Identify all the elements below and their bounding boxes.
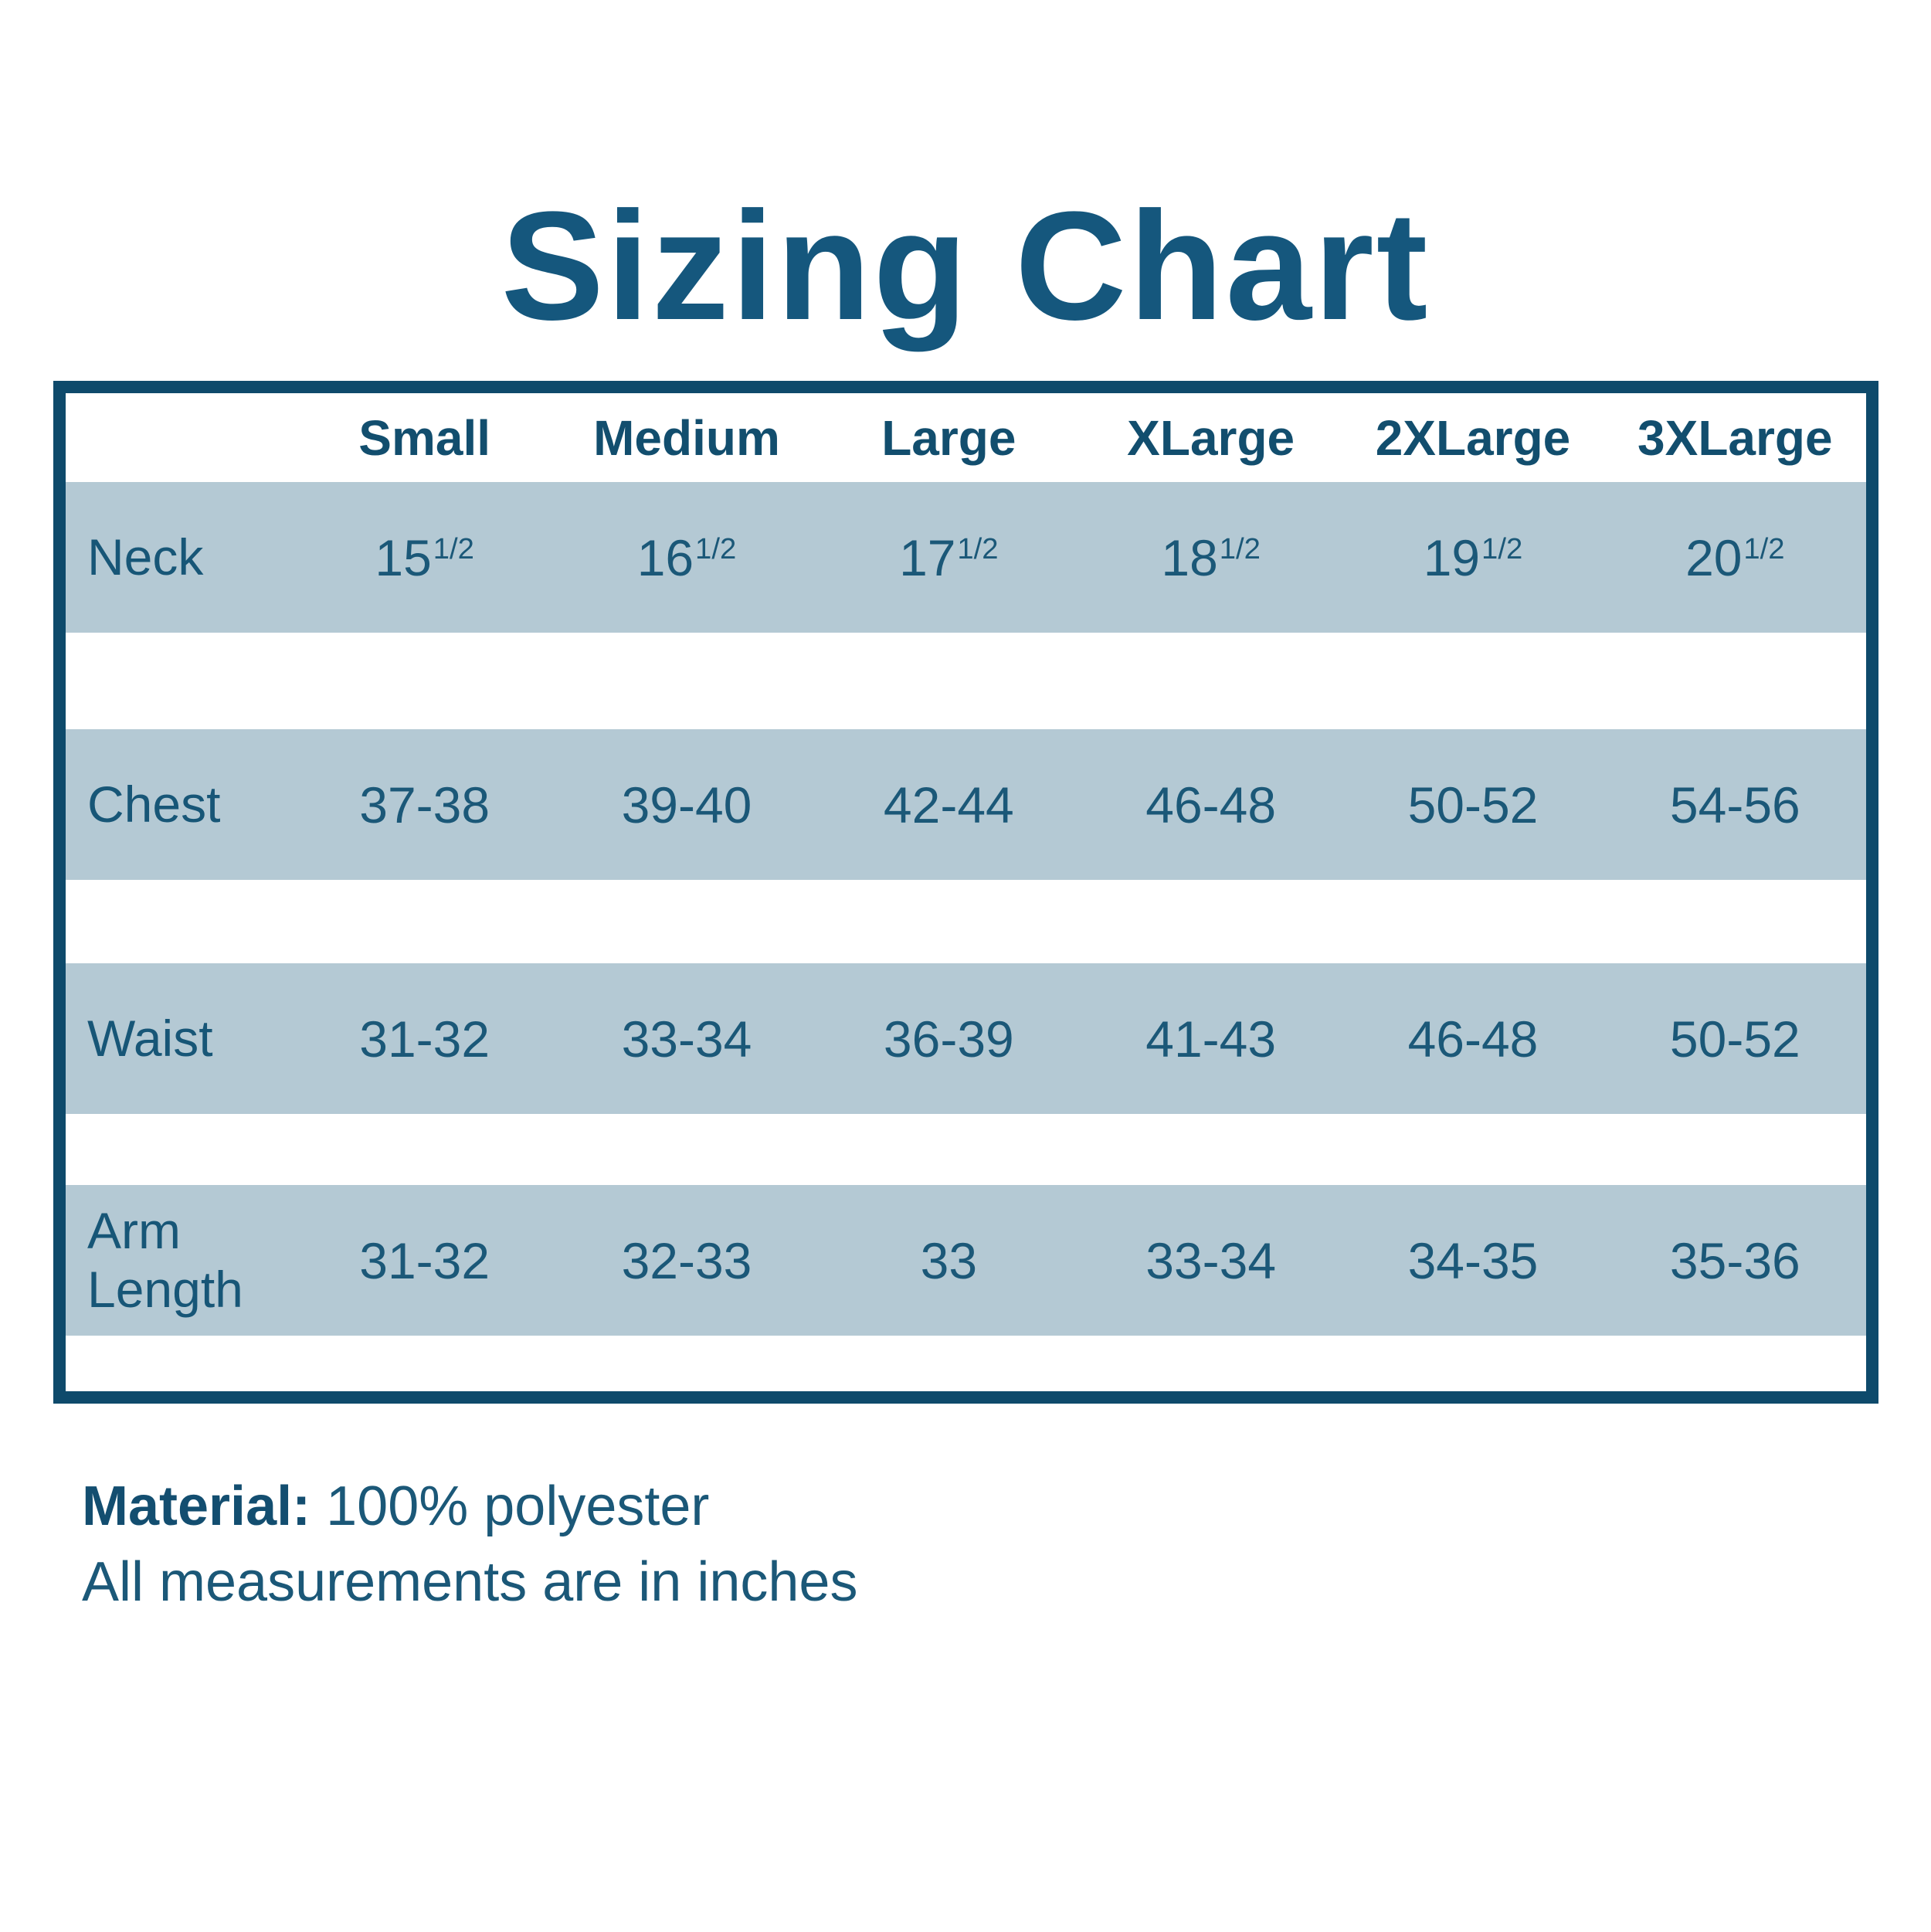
fraction-superscript: 1/2 xyxy=(695,532,737,566)
row-label: Waist xyxy=(87,1009,213,1067)
size-value: 181/2 xyxy=(1161,528,1261,586)
fraction-superscript: 1/2 xyxy=(1743,532,1785,566)
size-value: 39-40 xyxy=(621,776,752,834)
fraction-superscript: 1/2 xyxy=(1481,532,1523,566)
fraction-superscript: 1/2 xyxy=(433,532,474,566)
column-header: Medium xyxy=(593,409,780,466)
measurements-note: All measurements are in inches xyxy=(82,1551,858,1613)
size-value: 41-43 xyxy=(1145,1010,1277,1068)
size-value: 37-38 xyxy=(359,776,490,834)
column-header: Small xyxy=(358,409,491,466)
material-note: Material: 100% polyester xyxy=(82,1469,1931,1544)
size-value: 161/2 xyxy=(636,528,737,586)
size-value: 36-39 xyxy=(883,1010,1014,1068)
table-row: Neck 151/2 161/2 171/2 181/2 191/2 201/2 xyxy=(66,482,1866,633)
table-row: Waist 31-32 33-34 36-39 41-43 46-48 50-52 xyxy=(66,963,1866,1114)
size-value: 31-32 xyxy=(359,1010,490,1068)
size-value: 31-32 xyxy=(359,1231,490,1289)
size-value: 201/2 xyxy=(1685,528,1785,586)
column-header: 2XLarge xyxy=(1375,409,1571,466)
size-value: 35-36 xyxy=(1669,1231,1800,1289)
row-spacer xyxy=(66,880,1866,963)
size-value: 191/2 xyxy=(1423,528,1523,586)
column-header: XLarge xyxy=(1127,409,1295,466)
fraction-superscript: 1/2 xyxy=(957,532,999,566)
size-value: 151/2 xyxy=(375,528,474,586)
size-value: 33 xyxy=(920,1231,978,1289)
row-label: Chest xyxy=(87,775,221,833)
size-value: 50-52 xyxy=(1407,776,1539,834)
size-value: 46-48 xyxy=(1145,776,1277,834)
sizing-table: Small Medium Large XLarge 2XLarge 3XLarge Neck… xyxy=(53,381,1878,1404)
row-label: Arm Length xyxy=(87,1201,243,1318)
fraction-superscript: 1/2 xyxy=(1219,532,1261,566)
row-spacer xyxy=(66,1336,1866,1391)
material-label: Material: xyxy=(82,1475,311,1537)
size-value: 33-34 xyxy=(621,1010,752,1068)
table-row: Small Medium Large XLarge 2XLarge 3XLarge xyxy=(66,393,1866,482)
size-value: 32-33 xyxy=(621,1231,752,1289)
size-value: 46-48 xyxy=(1407,1010,1539,1068)
size-value: 50-52 xyxy=(1669,1010,1800,1068)
column-header: Large xyxy=(881,409,1016,466)
size-value: 42-44 xyxy=(883,776,1014,834)
size-value: 54-56 xyxy=(1669,776,1800,834)
material-value: 100% polyester xyxy=(326,1475,710,1537)
table-row: Arm Length 31-32 32-33 33 33-34 34-35 35-36 xyxy=(66,1185,1866,1336)
size-value: 34-35 xyxy=(1407,1231,1539,1289)
row-label: Neck xyxy=(87,528,204,586)
column-header: 3XLarge xyxy=(1637,409,1833,466)
footer-notes: Material: 100% polyester All measurement… xyxy=(82,1469,1931,1620)
size-value: 171/2 xyxy=(899,528,999,586)
table-row: Chest 37-38 39-40 42-44 46-48 50-52 54-56 xyxy=(66,729,1866,880)
size-value: 33-34 xyxy=(1145,1231,1277,1289)
row-spacer xyxy=(66,633,1866,729)
row-spacer xyxy=(66,1114,1866,1185)
page-title: Sizing Chart xyxy=(501,180,1430,352)
